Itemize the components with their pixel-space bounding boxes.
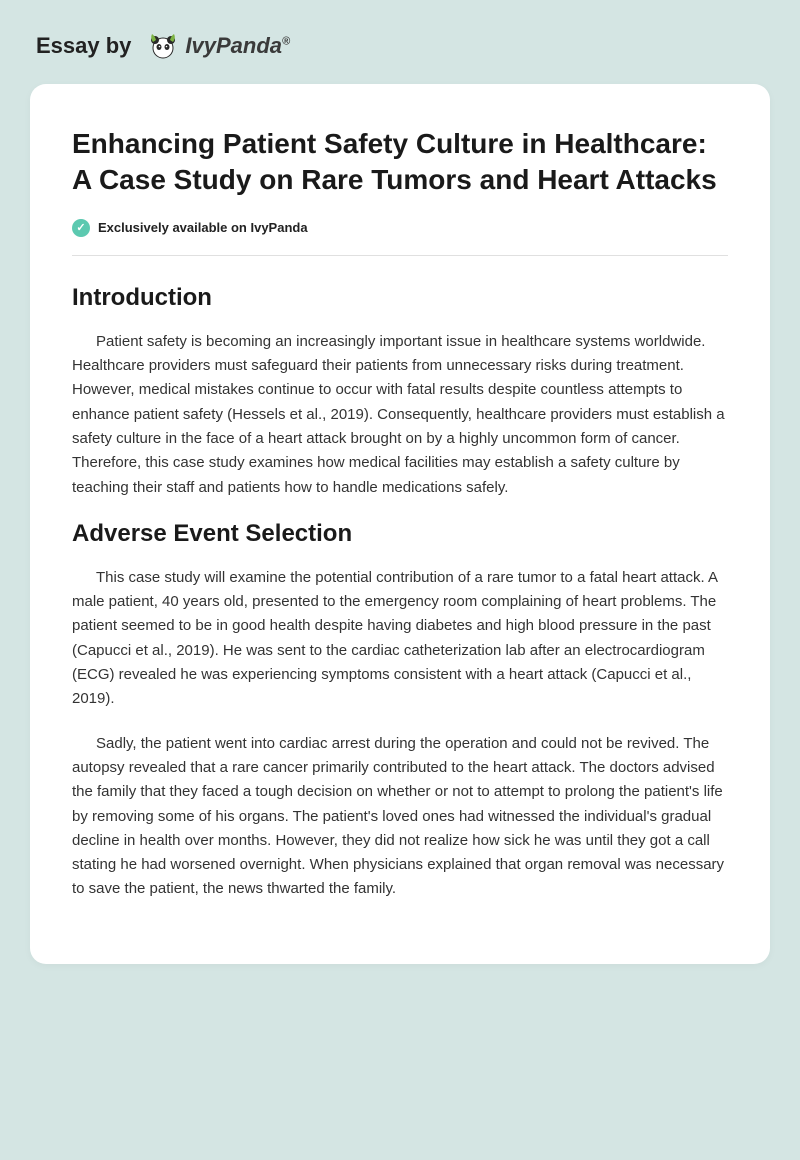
page-header: Essay by IvyPanda®	[30, 30, 770, 62]
body-paragraph: Sadly, the patient went into cardiac arr…	[72, 732, 728, 902]
section-heading-adverse: Adverse Event Selection	[72, 520, 728, 548]
essay-card: Enhancing Patient Safety Culture in Heal…	[30, 84, 770, 964]
badge-text: Exclusively available on IvyPanda	[98, 220, 308, 235]
check-icon: ✓	[72, 219, 90, 237]
exclusivity-badge: ✓ Exclusively available on IvyPanda	[72, 219, 728, 256]
brand-logo: IvyPanda®	[147, 30, 290, 62]
brand-name: IvyPanda®	[185, 33, 290, 59]
body-paragraph: This case study will examine the potenti…	[72, 566, 728, 712]
essay-by-label: Essay by	[36, 33, 131, 59]
panda-icon	[147, 30, 179, 62]
page-title: Enhancing Patient Safety Culture in Heal…	[72, 126, 728, 199]
body-paragraph: Patient safety is becoming an increasing…	[72, 330, 728, 500]
section-heading-intro: Introduction	[72, 284, 728, 312]
